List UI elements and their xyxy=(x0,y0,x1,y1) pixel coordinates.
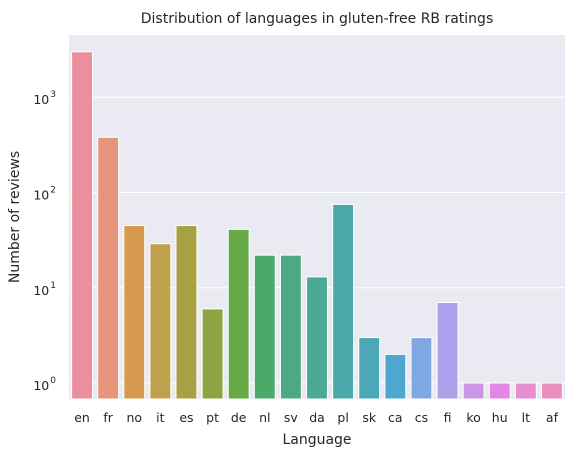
chart-title: Distribution of languages in gluten-free… xyxy=(141,11,494,27)
x-tick-label: nl xyxy=(259,410,270,425)
bar-sv xyxy=(279,254,302,400)
bar-pt xyxy=(201,308,224,400)
x-tick-label: fi xyxy=(444,410,452,425)
bar-de xyxy=(227,228,250,400)
x-axis-label: Language xyxy=(282,432,351,448)
bar-es xyxy=(175,225,198,400)
bar-ca xyxy=(384,353,407,400)
bar-lt xyxy=(514,382,537,400)
y-axis-label: Number of reviews xyxy=(7,151,23,283)
y-tick-label: 100 xyxy=(33,376,56,393)
x-tick-label: en xyxy=(74,410,90,425)
bar-en xyxy=(71,51,93,400)
y-tick-labels: 100 101 102 103 xyxy=(33,90,56,393)
bar-it xyxy=(149,243,172,400)
bar-cs xyxy=(410,337,433,400)
x-tick-label: da xyxy=(309,410,325,425)
x-tick-label: es xyxy=(179,410,193,425)
x-tick-label: fr xyxy=(103,410,113,425)
y-tick-label: 102 xyxy=(33,186,56,203)
bar-hu xyxy=(488,382,511,400)
bar-af xyxy=(541,382,563,400)
bar-nl xyxy=(253,254,276,400)
x-tick-label: pt xyxy=(206,410,219,425)
x-tick-labels: en fr no it es pt de nl sv da pl sk ca cs fi ko hu lt af xyxy=(74,410,558,425)
x-tick-label: lt xyxy=(522,410,530,425)
x-tick-label: ko xyxy=(466,410,480,425)
bar-no xyxy=(123,225,146,400)
x-tick-label: de xyxy=(231,410,247,425)
y-tick-label: 101 xyxy=(33,281,56,298)
bar-fr xyxy=(97,136,120,400)
bar-ko xyxy=(462,382,485,400)
y-tick-label: 103 xyxy=(33,90,56,107)
x-tick-label: it xyxy=(156,410,164,425)
bars xyxy=(71,51,563,400)
x-tick-label: cs xyxy=(415,410,428,425)
bar-da xyxy=(306,276,328,400)
x-tick-label: sk xyxy=(362,410,377,425)
bar-pl xyxy=(332,203,355,400)
x-tick-label: no xyxy=(126,410,142,425)
bar-fi xyxy=(436,302,459,400)
x-tick-label: af xyxy=(546,410,559,425)
x-tick-label: pl xyxy=(337,410,348,425)
x-tick-label: sv xyxy=(284,410,299,425)
bar-sk xyxy=(358,337,381,400)
x-tick-label: ca xyxy=(388,410,403,425)
x-tick-label: hu xyxy=(492,410,508,425)
